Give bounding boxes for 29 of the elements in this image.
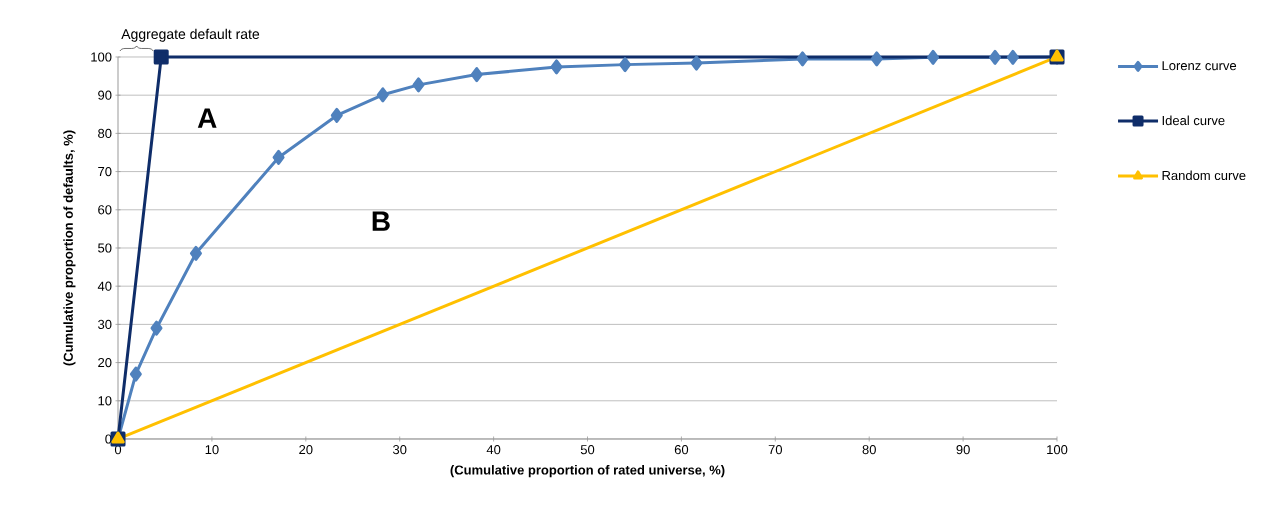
legend-label: Ideal curve: [1162, 115, 1225, 126]
x-tick-label: 60: [674, 445, 689, 455]
x-tick-label: 40: [486, 445, 501, 455]
x-axis-title: (Cumulative proportion of rated universe, %): [450, 465, 725, 478]
y-tick-label: 80: [98, 128, 112, 138]
y-tick-label: 100: [91, 52, 112, 62]
x-tick-label: 10: [205, 445, 219, 455]
legend-label: Lorenz curve: [1162, 61, 1237, 71]
annotation: A: [197, 108, 217, 128]
x-tick-label: 20: [299, 445, 313, 455]
y-tick-label: 60: [98, 205, 112, 215]
x-tick-label: 30: [392, 445, 407, 455]
y-tick-label: 20: [98, 357, 112, 368]
x-tick-label: 100: [1047, 445, 1068, 455]
y-tick-label: 40: [97, 281, 112, 291]
annotation: B: [372, 211, 390, 231]
x-tick-label: 70: [768, 445, 783, 455]
y-tick-label: 70: [98, 166, 112, 177]
legend-label: Random curve: [1162, 170, 1246, 181]
y-tick-label: 90: [98, 90, 112, 100]
y-tick-label: 10: [98, 396, 112, 406]
x-tick-label: 90: [956, 445, 970, 455]
text: Aggregate default rate: [121, 28, 260, 42]
y-tick-label: 30: [98, 319, 112, 329]
y-axis-title: (Cumulative proportion of defaults, %): [63, 130, 76, 366]
y-tick-label: 50: [98, 243, 112, 253]
x-tick-label: 50: [580, 445, 595, 455]
x-tick-label: 80: [862, 445, 876, 455]
y-tick-label: 0: [105, 434, 112, 444]
